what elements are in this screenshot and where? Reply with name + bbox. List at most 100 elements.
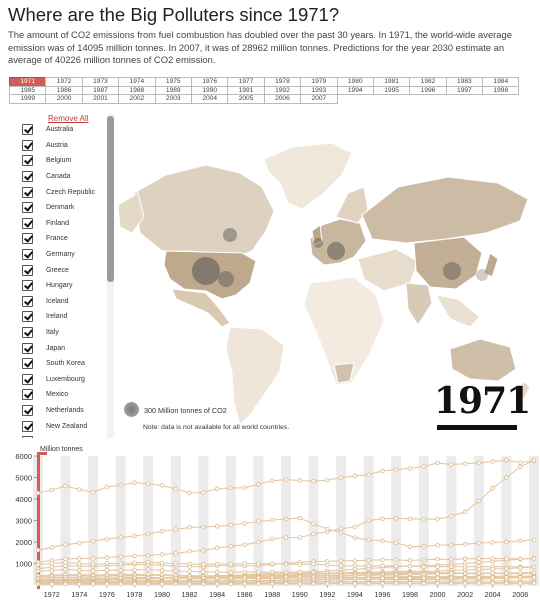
data-point: [421, 464, 427, 469]
data-point: [380, 538, 385, 544]
country-checkbox[interactable]: [22, 124, 33, 136]
year-band: [143, 456, 154, 585]
year-button-2006[interactable]: 2006: [263, 94, 302, 104]
country-checkbox[interactable]: [22, 217, 33, 229]
data-point: [228, 544, 234, 549]
country-row[interactable]: Hungary: [22, 278, 106, 294]
country-row[interactable]: Canada: [22, 169, 106, 185]
data-point: [283, 535, 289, 540]
year-button-2002[interactable]: 2002: [118, 94, 156, 104]
country-row[interactable]: Germany: [22, 247, 106, 263]
bubble-china[interactable]: [443, 262, 461, 280]
year-button-2007[interactable]: 2007: [300, 94, 338, 104]
country-row[interactable]: Mexico: [22, 387, 106, 403]
country-row[interactable]: Belgium: [22, 153, 106, 169]
remove-all-link[interactable]: Remove All: [48, 114, 89, 123]
country-label: France: [46, 235, 68, 243]
data-point: [435, 460, 440, 466]
country-row[interactable]: Australia: [22, 122, 106, 138]
country-row[interactable]: South Korea: [22, 356, 106, 372]
country-checkbox[interactable]: [22, 311, 33, 323]
emissions-chart[interactable]: 1000 2000 3000 4000 5000 6000 Million tonnes 19…: [0, 440, 540, 600]
country-checkbox[interactable]: [22, 436, 33, 438]
country-checkbox[interactable]: [22, 233, 33, 245]
country-checkbox[interactable]: [22, 139, 33, 151]
country-checkbox[interactable]: [22, 404, 33, 416]
country-row[interactable]: Finland: [22, 216, 106, 232]
data-point: [77, 556, 82, 561]
bubble-usa[interactable]: [192, 257, 220, 285]
year-button-1998[interactable]: 1998: [482, 85, 520, 96]
country-row[interactable]: Italy: [22, 325, 106, 341]
data-point: [531, 580, 537, 586]
year-button-2003[interactable]: 2003: [154, 94, 192, 104]
data-point: [214, 569, 220, 575]
data-point: [490, 485, 495, 491]
data-point: [145, 581, 151, 587]
country-list-scrollbar[interactable]: [107, 116, 114, 282]
year-button-1999[interactable]: 1999: [9, 94, 47, 104]
country-checkbox[interactable]: [22, 264, 33, 276]
country-checkbox[interactable]: [22, 155, 33, 167]
data-point: [256, 519, 261, 524]
country-label: Belgium: [46, 157, 72, 165]
data-point: [380, 468, 385, 474]
country-row[interactable]: Greece: [22, 262, 106, 278]
country-checkbox[interactable]: [22, 249, 33, 261]
country-checkbox[interactable]: [22, 342, 33, 354]
country-row[interactable]: Iceland: [22, 294, 106, 310]
country-checkbox[interactable]: [22, 186, 33, 198]
country-checkbox[interactable]: [22, 280, 33, 292]
y-axis-label: Million tonnes: [40, 446, 83, 453]
data-point: [201, 548, 206, 553]
data-point: [366, 537, 371, 543]
data-point: [380, 557, 385, 563]
data-point: [352, 581, 358, 586]
data-point: [407, 581, 413, 586]
country-checkbox[interactable]: [22, 358, 33, 370]
world-map[interactable]: [114, 113, 538, 440]
country-row[interactable]: Netherlands: [22, 403, 106, 419]
bubble-japan[interactable]: [476, 269, 488, 281]
country-checkbox[interactable]: [22, 420, 33, 432]
country-row[interactable]: Austria: [22, 138, 106, 154]
bubble-canada[interactable]: [223, 228, 237, 242]
country-checkbox[interactable]: [22, 327, 33, 339]
year-button-2001[interactable]: 2001: [81, 94, 120, 104]
bubble-uk[interactable]: [313, 238, 323, 248]
data-point: [338, 581, 344, 586]
data-point: [242, 569, 247, 575]
country-label: Ireland: [46, 313, 68, 321]
data-point: [104, 484, 110, 490]
country-checkbox[interactable]: [22, 389, 33, 401]
year-button-1996[interactable]: 1996: [409, 85, 447, 96]
country-row[interactable]: Japan: [22, 340, 106, 356]
data-point: [490, 570, 495, 576]
bubble-germany[interactable]: [327, 242, 345, 260]
country-row[interactable]: Denmark: [22, 200, 106, 216]
country-row[interactable]: New Zealand: [22, 418, 106, 434]
bubble-usa-east[interactable]: [218, 271, 234, 287]
country-checkbox[interactable]: [22, 373, 33, 385]
data-point: [421, 581, 427, 586]
data-point: [63, 581, 68, 587]
country-row[interactable]: Czech Republic: [22, 184, 106, 200]
country-row[interactable]: Luxembourg: [22, 372, 106, 388]
country-row[interactable]: France: [22, 231, 106, 247]
year-button-2005[interactable]: 2005: [227, 94, 265, 104]
country-row[interactable]: Ireland: [22, 309, 106, 325]
year-button-2000[interactable]: 2000: [45, 94, 83, 104]
data-point: [118, 482, 123, 488]
year-button-1997[interactable]: 1997: [445, 85, 484, 96]
data-point: [393, 581, 399, 586]
country-checkbox[interactable]: [22, 202, 33, 214]
country-checkbox[interactable]: [22, 295, 33, 307]
country-label: Japan: [46, 344, 66, 352]
country-row[interactable]: Norway: [22, 434, 106, 438]
year-button-2004[interactable]: 2004: [190, 94, 229, 104]
year-button-1994[interactable]: 1994: [336, 85, 374, 96]
country-checkbox[interactable]: [22, 171, 33, 183]
year-button-1995[interactable]: 1995: [372, 85, 411, 96]
selected-year-marker-top: [37, 452, 47, 455]
data-point: [269, 517, 275, 523]
